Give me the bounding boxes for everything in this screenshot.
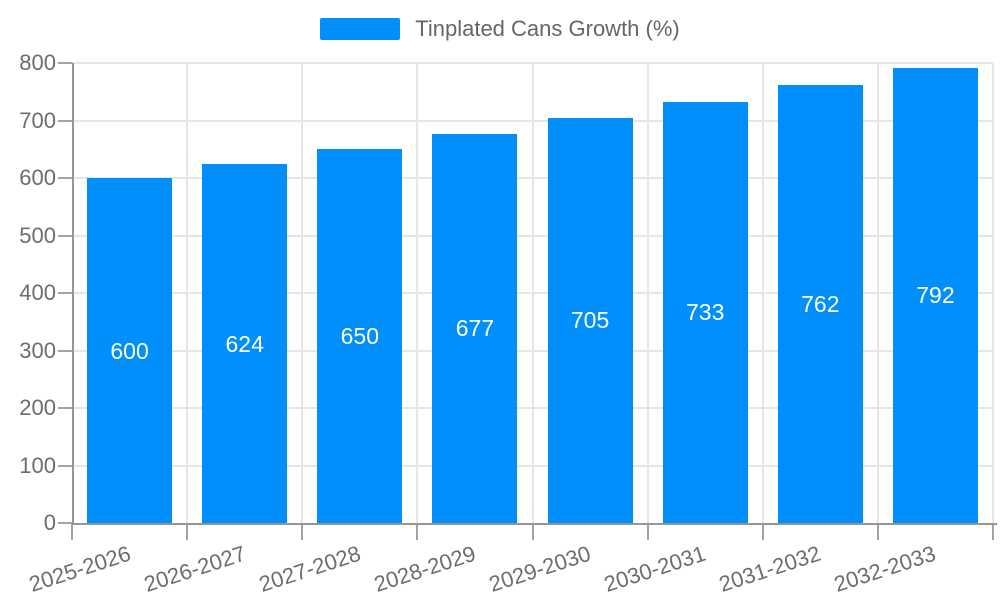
- bar[interactable]: [662, 101, 748, 523]
- y-axis-tick-label: 300: [19, 337, 56, 363]
- y-axis-tick-label: 100: [19, 452, 56, 478]
- y-axis-tick: [58, 464, 72, 467]
- bar[interactable]: [432, 133, 518, 523]
- x-axis-tick: [71, 524, 73, 540]
- y-axis-tick: [58, 119, 72, 122]
- y-axis-tick: [58, 407, 72, 409]
- x-axis-tick: [761, 524, 764, 540]
- x-axis-tick: [876, 524, 879, 540]
- y-axis-tick-label: 500: [19, 222, 56, 248]
- y-axis-tick-label: 0: [43, 510, 56, 535]
- x-axis-tick: [992, 524, 994, 540]
- y-axis-tick-label: 400: [19, 280, 56, 305]
- x-gridline: [416, 63, 419, 523]
- x-gridline: [992, 63, 994, 523]
- bar[interactable]: [892, 67, 978, 523]
- bar[interactable]: [87, 178, 173, 523]
- legend[interactable]: Tinplated Cans Growth (%): [0, 17, 1000, 41]
- x-axis-tick: [646, 524, 649, 540]
- bar[interactable]: [317, 149, 403, 523]
- x-gridline: [876, 63, 879, 523]
- x-axis-tick: [416, 524, 419, 540]
- bar[interactable]: [547, 117, 633, 523]
- bar[interactable]: [202, 164, 288, 523]
- x-axis-tick: [531, 524, 534, 540]
- x-gridline: [646, 63, 649, 523]
- y-axis-tick-label: 800: [19, 50, 56, 75]
- y-axis-tick: [58, 62, 72, 64]
- bar[interactable]: [777, 84, 863, 523]
- x-gridline: [761, 63, 764, 523]
- y-axis-tick: [58, 177, 72, 179]
- y-axis-tick-label: 700: [19, 107, 56, 133]
- legend-swatch: [320, 18, 401, 40]
- y-axis-tick: [58, 234, 72, 237]
- y-axis-tick: [58, 292, 72, 294]
- y-axis-tick: [58, 349, 72, 352]
- x-axis-line: [72, 523, 997, 525]
- x-gridline: [186, 63, 189, 523]
- x-axis-tick: [301, 524, 304, 540]
- y-axis-tick: [58, 522, 72, 524]
- y-axis-tick-label: 200: [19, 395, 56, 420]
- legend-label: Tinplated Cans Growth (%): [415, 16, 680, 41]
- x-gridline: [301, 63, 304, 523]
- x-axis-tick: [186, 524, 189, 540]
- y-axis-tick-label: 600: [19, 165, 56, 190]
- y-axis-line: [72, 63, 74, 525]
- x-gridline: [531, 63, 534, 523]
